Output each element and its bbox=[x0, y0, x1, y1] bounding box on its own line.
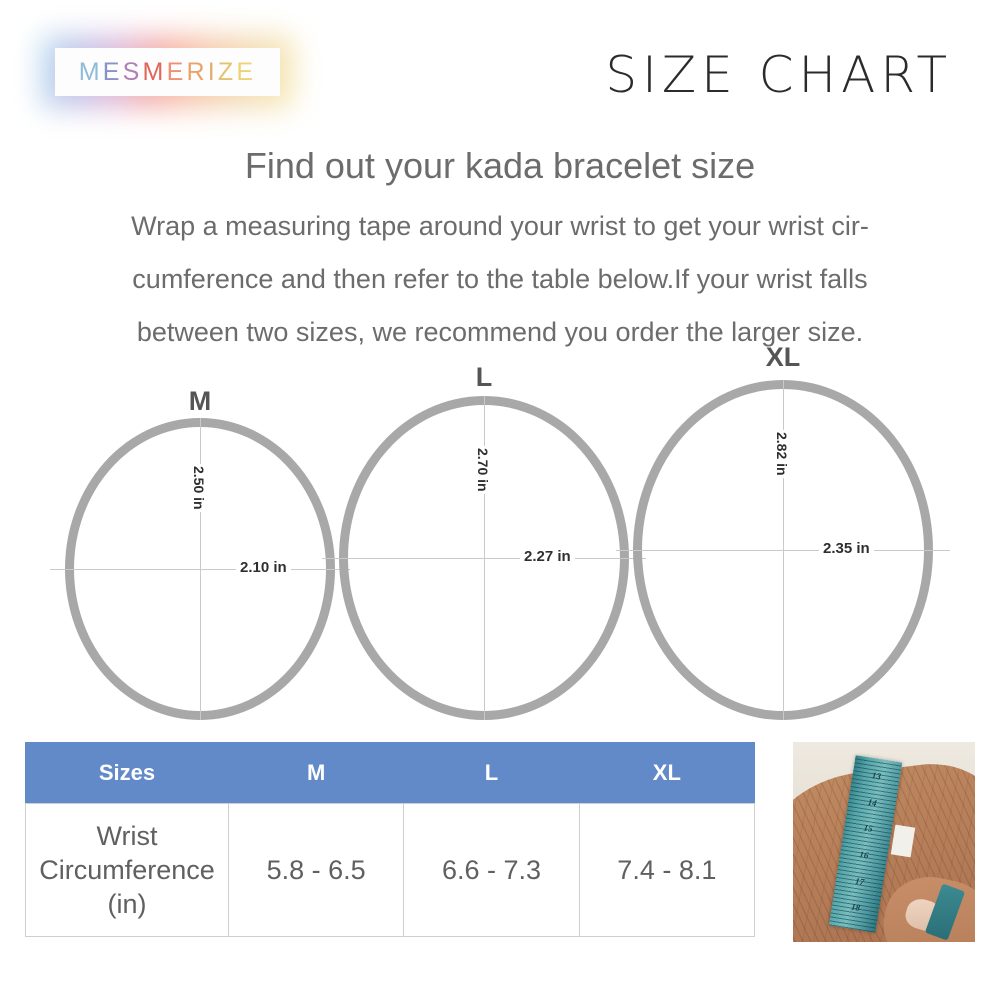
logo-letter-1: E bbox=[102, 57, 123, 86]
oval-height-label-m: 2.50 in bbox=[191, 464, 207, 512]
row-label-line-1: Wrist bbox=[96, 821, 158, 851]
oval-label-m: M bbox=[188, 386, 212, 416]
table-header-m: M bbox=[227, 742, 405, 804]
oval-diagrams: M 2.50 in 2.10 in L 2.70 in 2.27 in XL 2… bbox=[0, 342, 1000, 740]
cell-wrist-l: 6.6 - 7.3 bbox=[403, 803, 580, 937]
wrist-measuring-photo: 13 14 15 16 17 18 bbox=[793, 742, 975, 942]
oval-width-label-l: 2.27 in bbox=[520, 548, 575, 565]
logo-letter-0: M bbox=[78, 57, 103, 86]
table-row: Wrist Circumference (in) 5.8 - 6.5 6.6 -… bbox=[25, 803, 756, 937]
oval-height-label-xl: 2.82 in bbox=[774, 430, 790, 478]
logo-letter-5: R bbox=[186, 57, 208, 86]
tape-number-14: 14 bbox=[867, 796, 878, 808]
oval-axis-horizontal-m bbox=[50, 569, 350, 570]
tape-number-16: 16 bbox=[858, 849, 870, 861]
intro-line-2: cumference and then refer to the table b… bbox=[132, 264, 868, 294]
oval-label-xl: XL bbox=[765, 342, 801, 372]
oval-diagram-xl: XL 2.82 in 2.35 in bbox=[616, 342, 950, 720]
tape-number-18: 18 bbox=[850, 901, 861, 914]
page-title: SIZE CHART bbox=[605, 46, 952, 104]
cell-wrist-xl: 7.4 - 8.1 bbox=[578, 803, 756, 937]
oval-width-label-xl: 2.35 in bbox=[819, 540, 874, 557]
size-table: Sizes M L XL Wrist Circumference (in) 5.… bbox=[25, 742, 756, 937]
oval-axis-horizontal-xl bbox=[616, 550, 950, 551]
oval-diagram-l: L 2.70 in 2.27 in bbox=[322, 362, 646, 720]
cell-wrist-m: 5.8 - 6.5 bbox=[227, 803, 405, 937]
oval-height-label-l: 2.70 in bbox=[475, 446, 491, 494]
oval-label-l: L bbox=[475, 362, 493, 392]
logo-letter-4: E bbox=[166, 57, 187, 86]
table-header-sizes: Sizes bbox=[25, 742, 229, 804]
logo-box: MESMERIZE bbox=[55, 48, 280, 96]
logo-wordmark: MESMERIZE bbox=[79, 58, 256, 87]
table-header-xl: XL bbox=[578, 742, 756, 804]
intro-heading: Find out your kada bracelet size bbox=[244, 145, 756, 186]
intro-line-3: between two sizes, we recommend you orde… bbox=[136, 317, 864, 347]
oval-diagram-m: M 2.50 in 2.10 in bbox=[50, 386, 350, 720]
row-label-line-3: (in) bbox=[107, 889, 147, 919]
oval-axis-horizontal-l bbox=[322, 558, 646, 559]
row-label-wrist-circumference: Wrist Circumference (in) bbox=[25, 803, 229, 937]
oval-width-label-m: 2.10 in bbox=[236, 559, 291, 576]
table-header-row: Sizes M L XL bbox=[25, 742, 756, 804]
intro-line-1: Wrap a measuring tape around your wrist … bbox=[131, 211, 869, 241]
logo-letter-2: S bbox=[122, 57, 143, 86]
logo-letter-6: I bbox=[207, 57, 218, 86]
tape-number-17: 17 bbox=[854, 875, 866, 887]
tape-number-13: 13 bbox=[871, 770, 882, 782]
intro-paragraph: Wrap a measuring tape around your wrist … bbox=[50, 200, 950, 359]
logo-letter-7: Z bbox=[217, 57, 237, 86]
tape-number-15: 15 bbox=[863, 822, 874, 835]
table-header-l: L bbox=[403, 742, 580, 804]
logo-letter-8: E bbox=[236, 57, 257, 86]
logo-letter-3: M bbox=[142, 57, 167, 86]
brand-logo: MESMERIZE bbox=[41, 36, 294, 108]
row-label-line-2: Circumference bbox=[39, 855, 215, 885]
